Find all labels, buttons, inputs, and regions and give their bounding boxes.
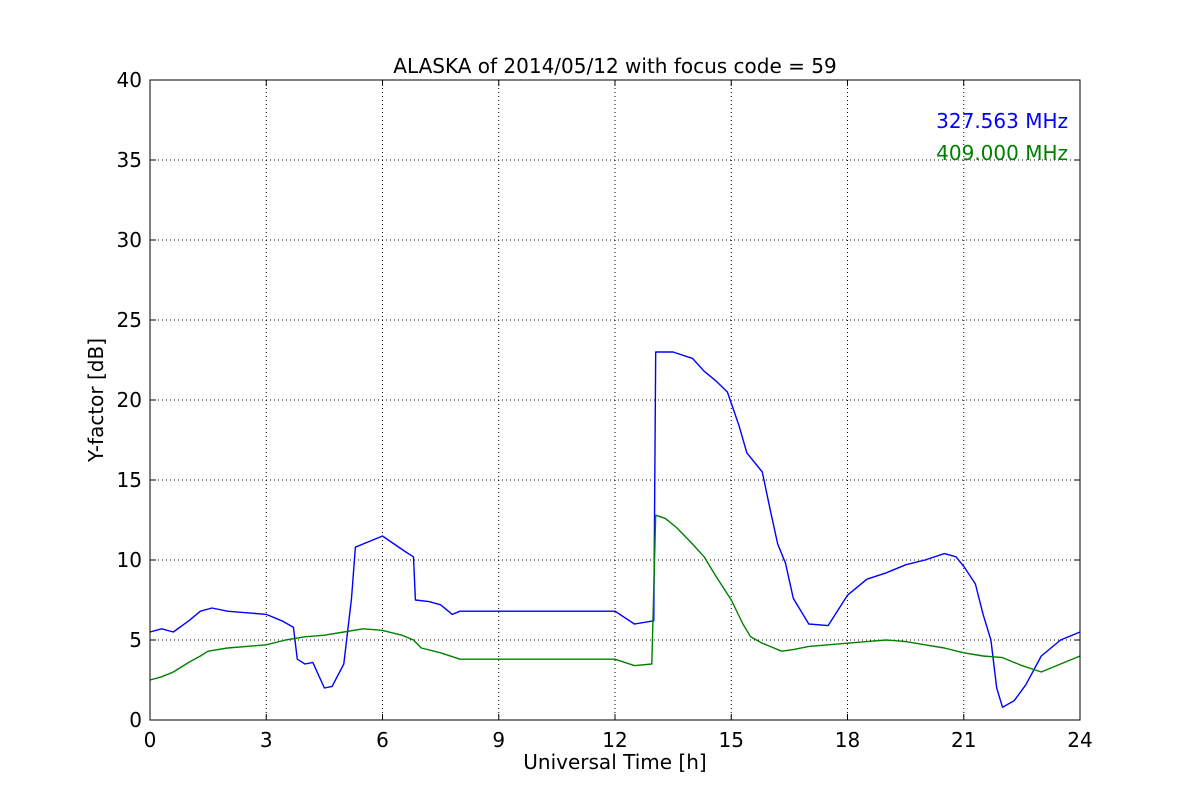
legend: 327.563 MHz 409.000 MHz [936, 109, 1068, 165]
y-tick-label: 5 [129, 628, 142, 652]
y-tick-label: 25 [117, 308, 142, 332]
y-tick-label: 40 [117, 68, 142, 92]
x-axis-label: Universal Time [h] [523, 750, 706, 774]
x-tick-label: 15 [719, 728, 744, 752]
series-line-327-mhz [149, 351, 1081, 708]
x-tick-label: 9 [492, 728, 505, 752]
x-tick-label: 21 [951, 728, 976, 752]
y-tick-label: 10 [117, 548, 142, 572]
y-axis-label: Y-factor [dB] [84, 338, 108, 463]
chart-title: ALASKA of 2014/05/12 with focus code = 5… [393, 54, 836, 78]
ticks: 0 3 6 9 12 15 18 21 24 0 5 10 15 20 25 30 35 40 [117, 68, 1093, 752]
series-layer [149, 351, 1081, 708]
legend-entry-409-mhz: 409.000 MHz [936, 141, 1068, 165]
y-tick-label: 20 [117, 388, 142, 412]
x-tick-label: 3 [260, 728, 273, 752]
grid [150, 80, 1080, 720]
y-tick-label: 35 [117, 148, 142, 172]
x-tick-label: 24 [1067, 728, 1092, 752]
x-tick-label: 0 [144, 728, 157, 752]
legend-entry-327-mhz: 327.563 MHz [936, 109, 1068, 133]
x-tick-label: 18 [835, 728, 860, 752]
y-tick-label: 30 [117, 228, 142, 252]
y-tick-label: 15 [117, 468, 142, 492]
x-tick-label: 6 [376, 728, 389, 752]
x-tick-label: 12 [602, 728, 627, 752]
y-tick-label: 0 [129, 708, 142, 732]
series-line-409-mhz [149, 514, 1081, 681]
